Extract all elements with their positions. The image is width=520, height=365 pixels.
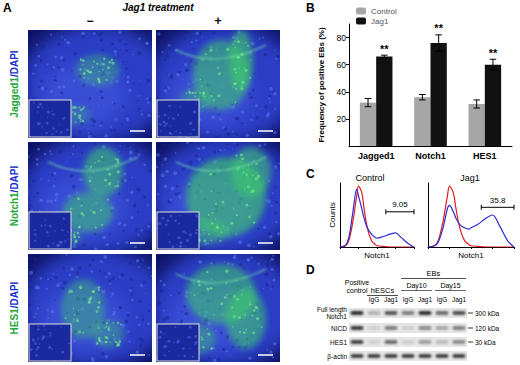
svg-text:Control: Control <box>355 173 384 183</box>
svg-text:80: 80 <box>337 33 347 43</box>
svg-text:Day15: Day15 <box>440 282 460 290</box>
svg-text:Jag1: Jag1 <box>418 296 432 304</box>
svg-text:Frequency of positive EBs (%): Frequency of positive EBs (%) <box>317 27 326 142</box>
svg-text:−: − <box>86 14 93 28</box>
svg-text:Notch1: Notch1 <box>415 151 446 161</box>
svg-text:Jag1: Jag1 <box>371 17 389 26</box>
svg-text:Jag1 treatment: Jag1 treatment <box>122 2 194 13</box>
svg-text:HES1: HES1 <box>330 339 347 346</box>
svg-text:60: 60 <box>337 60 347 70</box>
svg-text:Positive: Positive <box>345 279 370 286</box>
svg-text:IgG: IgG <box>403 296 413 304</box>
svg-text:Notch1: Notch1 <box>326 313 347 320</box>
svg-text:A: A <box>3 1 12 15</box>
svg-text:**: ** <box>380 43 389 55</box>
svg-text:C: C <box>306 167 315 181</box>
svg-text:**: ** <box>489 47 498 59</box>
svg-text:35.8: 35.8 <box>490 196 506 205</box>
svg-text:120 kDa: 120 kDa <box>475 325 500 332</box>
svg-text:IgG: IgG <box>369 296 379 304</box>
svg-text:HES1/DAPI: HES1/DAPI <box>9 281 20 334</box>
svg-text:30 kDa: 30 kDa <box>475 339 496 346</box>
svg-text:**: ** <box>434 22 443 34</box>
svg-text:B: B <box>306 1 315 15</box>
svg-text:Notch1/DAPI: Notch1/DAPI <box>9 165 20 226</box>
svg-text:Counts: Counts <box>328 202 337 227</box>
svg-text:Notch1: Notch1 <box>458 251 484 260</box>
svg-text:hESCs: hESCs <box>371 286 395 295</box>
svg-text:Jag1: Jag1 <box>384 296 398 304</box>
svg-text:Control: Control <box>371 7 397 16</box>
svg-text:Jag1: Jag1 <box>452 296 466 304</box>
svg-text:Day10: Day10 <box>406 282 426 290</box>
svg-text:Jagged1: Jagged1 <box>358 151 395 161</box>
svg-text:IgG: IgG <box>437 296 447 304</box>
svg-text:NICD: NICD <box>331 325 347 332</box>
svg-text:EBs: EBs <box>427 269 441 278</box>
svg-text:+: + <box>214 14 221 28</box>
svg-text:HES1: HES1 <box>473 151 497 161</box>
svg-text:β-actin: β-actin <box>327 353 347 361</box>
svg-text:20: 20 <box>337 114 347 124</box>
svg-text:Notch1: Notch1 <box>364 251 390 260</box>
svg-text:9.05: 9.05 <box>392 200 408 209</box>
svg-text:D: D <box>306 263 315 277</box>
svg-text:control: control <box>346 287 367 294</box>
svg-text:Jag1: Jag1 <box>460 173 480 183</box>
svg-text:Jagged1/DAPI: Jagged1/DAPI <box>9 50 20 117</box>
svg-text:40: 40 <box>337 87 347 97</box>
svg-text:Full length: Full length <box>317 305 347 313</box>
svg-text:300 kDa: 300 kDa <box>475 310 500 317</box>
